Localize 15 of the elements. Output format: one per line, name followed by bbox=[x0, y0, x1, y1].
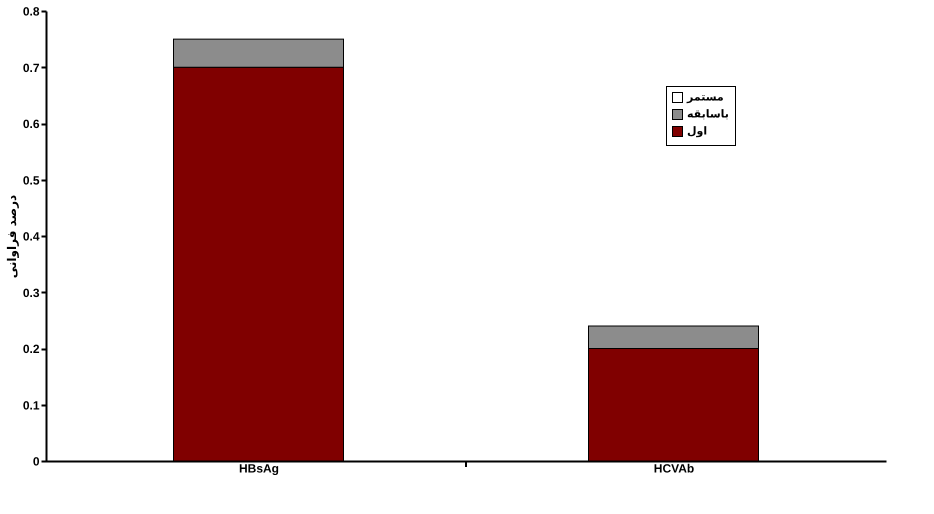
legend-label: مستمر bbox=[686, 90, 724, 104]
y-tick-label: 0.7 bbox=[22, 60, 40, 75]
y-tick-label: 0.6 bbox=[22, 117, 40, 131]
y-tick-label: 0 bbox=[32, 454, 40, 468]
y-axis-title: درصد فراوانی bbox=[4, 194, 19, 278]
x-tick-label: HBsAg bbox=[238, 462, 280, 476]
legend-label: اول bbox=[687, 124, 708, 138]
y-tick-label: 0.4 bbox=[22, 230, 40, 244]
y-tick-label: 0.1 bbox=[22, 398, 40, 412]
x-tick-label: HCVAb bbox=[654, 462, 694, 476]
y-tick-label: 0.3 bbox=[22, 286, 40, 300]
legend-label: باسابقه bbox=[687, 108, 729, 120]
y-tick-label: 0.8 bbox=[22, 4, 40, 18]
y-tick-label: 0.2 bbox=[22, 342, 40, 356]
y-tick-label: 0.5 bbox=[22, 173, 40, 188]
